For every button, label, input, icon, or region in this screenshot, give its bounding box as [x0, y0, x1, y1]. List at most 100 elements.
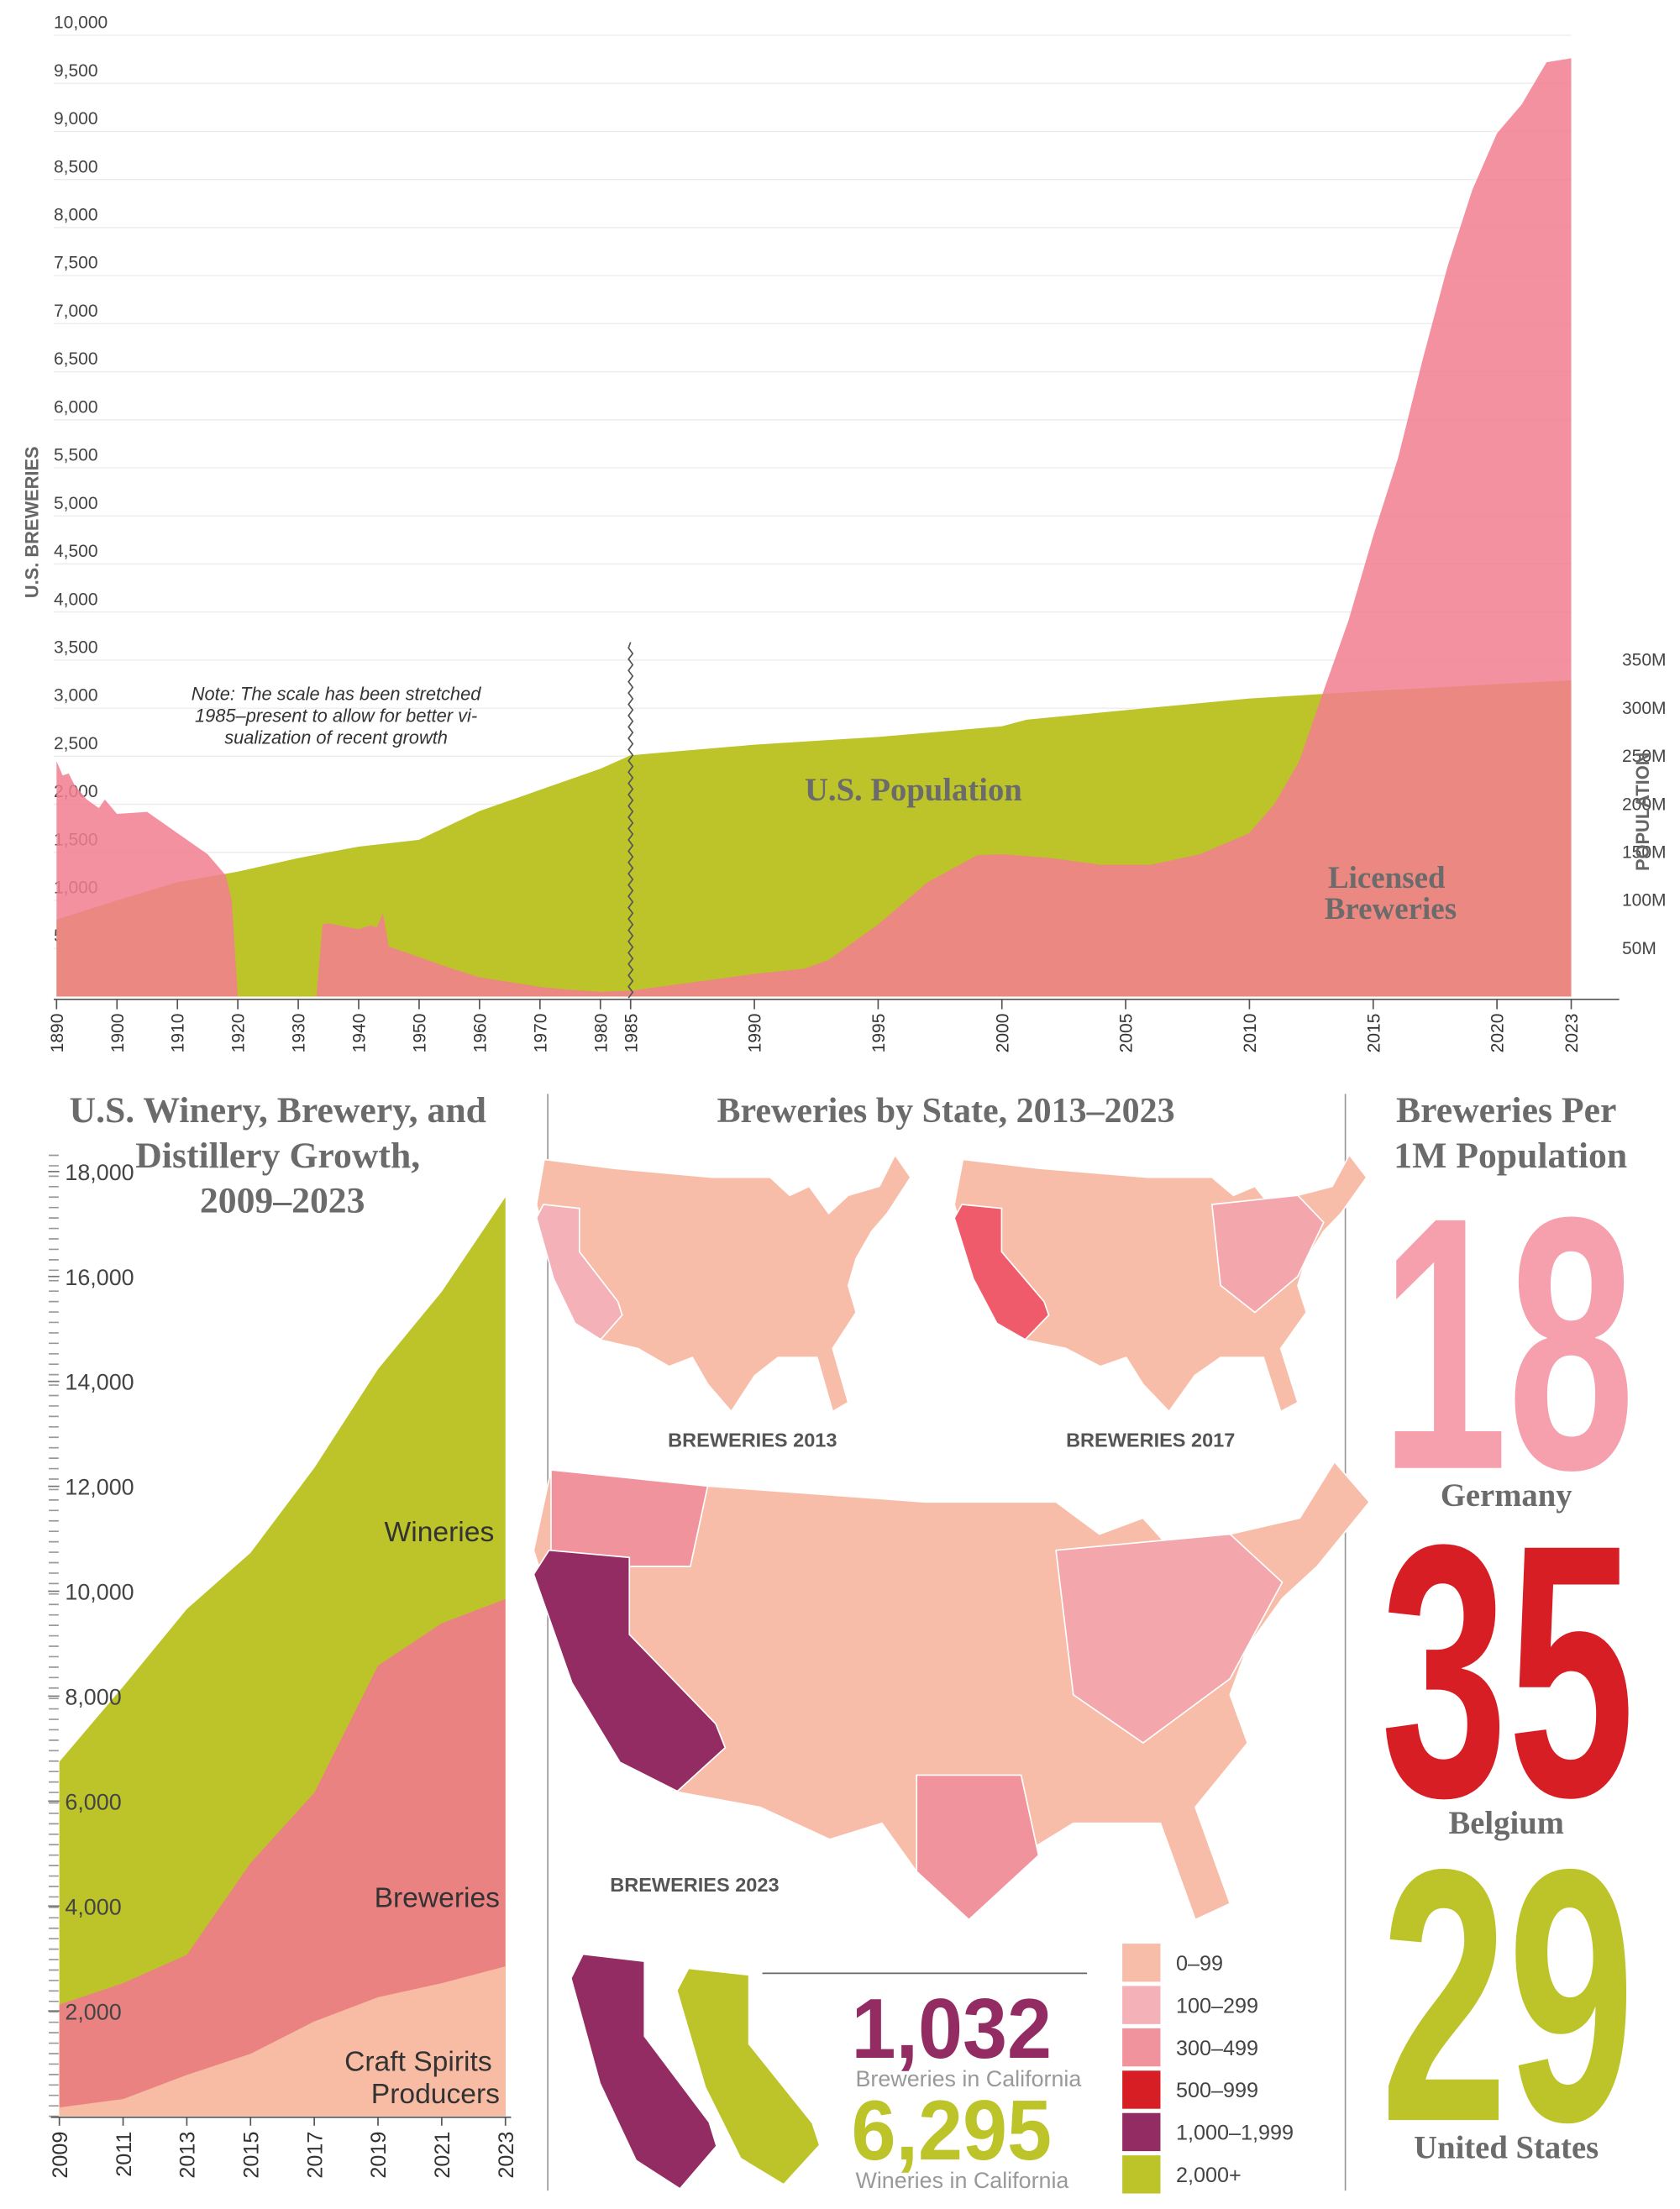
series-label: Breweries: [375, 1882, 500, 1913]
map-label: BREWERIES 2013: [668, 1430, 837, 1451]
y2-tick-label: 250M: [1622, 747, 1667, 766]
section-title: Breweries Per 1M Population: [1394, 1090, 1627, 1176]
y-tick-label: 10,000: [65, 1580, 134, 1605]
y-tick-label: 5,000: [54, 494, 98, 513]
x-tick-label: 2015: [240, 2132, 264, 2179]
us-map: [535, 1153, 912, 1413]
y-tick-label: 6,500: [54, 349, 98, 369]
scale-break-line: [627, 642, 634, 999]
x-tick-label: 1940: [350, 1014, 370, 1053]
x-tick-label: 2011: [113, 2132, 136, 2177]
legend-label: 0–99: [1176, 1952, 1223, 1976]
series-label: Licensed Breweries: [1325, 860, 1457, 926]
y-tick-label: 4,000: [65, 1894, 121, 1919]
callout-value: 1,032: [851, 1982, 1052, 2076]
legend-swatch: [1122, 1986, 1161, 2024]
y-tick-label: 18,000: [65, 1160, 134, 1185]
y2-tick-label: 150M: [1622, 842, 1667, 862]
x-tick-label: 1890: [48, 1014, 67, 1053]
section-title: Breweries by State, 2013–2023: [717, 1092, 1174, 1131]
x-tick-label: 2005: [1117, 1014, 1137, 1053]
y-tick-label: 3,500: [54, 638, 98, 657]
y-tick-label: 6,000: [65, 1789, 121, 1814]
breweries-area: [56, 58, 1572, 997]
x-tick-label: 2019: [367, 2132, 391, 2179]
x-tick-label: 2023: [1562, 1014, 1582, 1053]
x-tick-label: 2021: [431, 2132, 454, 2179]
x-tick-label: 1910: [169, 1014, 188, 1053]
callout-label: Wineries in California: [855, 2168, 1068, 2193]
x-tick-label: 1960: [470, 1014, 490, 1053]
y-tick-label: 4,000: [54, 590, 98, 609]
series-label: U.S. Population: [805, 773, 1022, 808]
y-tick-label: 8,500: [54, 157, 98, 176]
legend-label: 300–499: [1176, 2037, 1258, 2060]
california: [953, 1204, 1050, 1341]
country-name: United States: [1414, 2131, 1599, 2166]
country-name: Belgium: [1448, 1806, 1563, 1841]
x-tick-label: 1900: [108, 1014, 128, 1053]
y-tick-label: 7,500: [54, 254, 98, 273]
state-group: [1055, 1533, 1284, 1745]
y2-tick-label: 100M: [1622, 891, 1667, 910]
y2-tick-label: 300M: [1622, 699, 1667, 718]
california-callout: [677, 1969, 819, 2184]
california-callout: [571, 1955, 717, 2188]
note: sualization of recent growth: [224, 727, 448, 748]
state-group: [550, 1469, 709, 1567]
x-tick-label: 1980: [591, 1014, 611, 1053]
legend-label: 2,000+: [1176, 2164, 1242, 2187]
y2-axis-label: POPULATION: [1632, 753, 1653, 871]
y-tick-label: 9,000: [54, 109, 98, 129]
legend-swatch: [1122, 2070, 1161, 2109]
callout-value: 6,295: [851, 2084, 1052, 2178]
x-tick-label: 1930: [290, 1014, 309, 1053]
big-number: 29: [1381, 1794, 1635, 2196]
y-tick-label: 12,000: [65, 1475, 134, 1500]
y-tick-label: 10,000: [54, 13, 108, 33]
series-label: Craft Spirits Producers: [344, 2046, 500, 2110]
chart-title: U.S. Winery, Brewery, and Distillery Gro…: [70, 1090, 496, 1221]
big-number: 35: [1381, 1470, 1635, 1872]
x-tick-label: 2020: [1488, 1014, 1508, 1053]
x-tick-label: 2023: [495, 2132, 518, 2179]
x-tick-label: 2017: [303, 2132, 327, 2179]
y-axis-label: U.S. BREWERIES: [21, 446, 42, 598]
x-tick-label: 1920: [229, 1014, 249, 1053]
legend-swatch: [1122, 2028, 1161, 2067]
series-label: Wineries: [385, 1517, 495, 1548]
y-tick-label: 6,000: [54, 397, 98, 417]
x-tick-label: 2013: [176, 2132, 200, 2179]
x-tick-label: 1970: [531, 1014, 550, 1053]
y2-tick-label: 50M: [1622, 939, 1656, 958]
legend-label: 100–299: [1176, 1994, 1258, 2017]
y-tick-label: 9,500: [54, 61, 98, 81]
y-tick-label: 5,500: [54, 446, 98, 465]
legend-swatch: [1122, 2112, 1161, 2152]
x-tick-label: 1990: [746, 1014, 765, 1053]
x-tick-label: 2015: [1364, 1014, 1383, 1053]
y2-tick-label: 350M: [1622, 651, 1667, 670]
legend-label: 500–999: [1176, 2079, 1258, 2102]
y-tick-label: 8,000: [65, 1684, 121, 1709]
state-group: [1210, 1194, 1325, 1314]
y-tick-label: 7,000: [54, 302, 98, 321]
legend-label: 1,000–1,999: [1176, 2122, 1294, 2145]
big-number: 18: [1381, 1142, 1635, 1545]
map-label: BREWERIES 2017: [1066, 1430, 1235, 1451]
california: [535, 1204, 623, 1341]
y-tick-label: 2,000: [65, 1999, 121, 2024]
legend-swatch: [1122, 2155, 1161, 2194]
x-tick-label: 2010: [1241, 1014, 1260, 1053]
note: Note: The scale has been stretched: [192, 684, 481, 705]
x-tick-label: 2009: [49, 2132, 72, 2179]
callout-label: Breweries in California: [855, 2066, 1081, 2091]
legend-swatch: [1122, 1944, 1161, 1982]
x-tick-label: 1985: [622, 1014, 641, 1053]
country-name: Germany: [1441, 1478, 1572, 1514]
x-tick-label: 1995: [869, 1014, 889, 1053]
series-area: [59, 1966, 506, 2117]
state-group: [916, 1774, 1040, 1921]
